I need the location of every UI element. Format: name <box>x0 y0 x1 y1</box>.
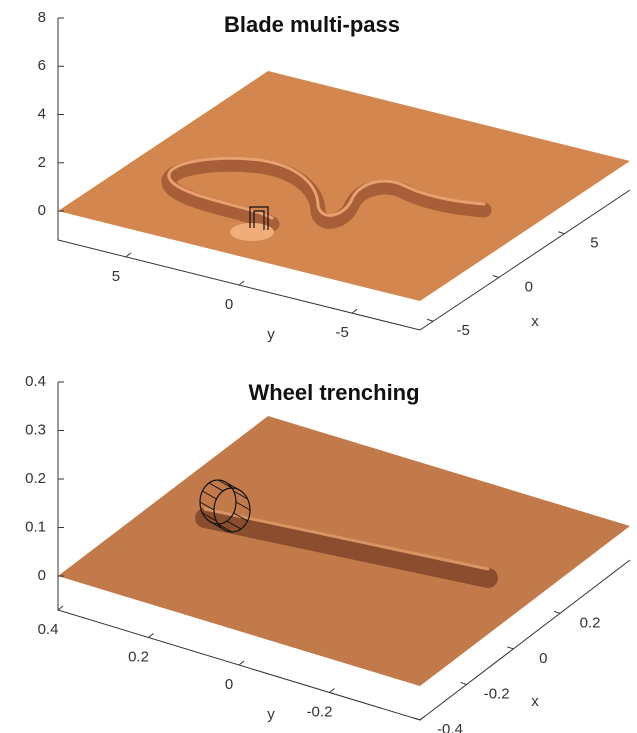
x-tick-label: 0 <box>539 650 547 667</box>
x-tick-label: 5 <box>590 235 598 252</box>
y-tick <box>239 281 244 285</box>
x-tick <box>461 682 467 684</box>
z-tick-label: 8 <box>38 9 46 26</box>
y-tick-label: 5 <box>112 268 120 285</box>
z-tick-label: 0 <box>38 567 46 584</box>
y-tick <box>149 634 154 638</box>
x-tick-label: 0.2 <box>580 614 601 631</box>
y-tick <box>58 606 63 610</box>
z-tick-label: 0.3 <box>25 421 46 438</box>
x-axis-label: x <box>531 693 539 710</box>
y-tick-label: -5 <box>335 324 348 341</box>
z-tick-label: 2 <box>38 154 46 171</box>
y-tick <box>126 253 131 257</box>
z-tick-label: 6 <box>38 57 46 74</box>
chart-title: Wheel trenching <box>248 380 419 405</box>
z-tick-label: 0.2 <box>25 470 46 487</box>
x-tick-label: -0.2 <box>484 685 510 702</box>
z-tick-label: 0.1 <box>25 519 46 536</box>
x-tick <box>558 232 564 234</box>
y-axis-label: y <box>267 326 275 343</box>
y-axis-label: y <box>267 706 275 723</box>
y-tick <box>352 309 357 313</box>
x-tick-label: -5 <box>456 322 469 339</box>
x-tick-label: 0 <box>525 278 533 295</box>
y-tick <box>420 716 425 720</box>
y-tick-label: 0.4 <box>38 621 59 638</box>
x-tick-label: -0.4 <box>437 721 463 733</box>
z-tick-label: 0 <box>38 202 46 219</box>
chart-title: Blade multi-pass <box>224 12 400 37</box>
axes-top: Blade multi-pass 0 2 4 6 8 5 0 -5 -5 0 5 y x <box>38 9 630 343</box>
y-tick <box>239 661 244 665</box>
x-tick <box>427 319 433 321</box>
z-tick-label: 0.4 <box>25 373 46 390</box>
x-tick <box>507 647 513 649</box>
y-tick <box>330 689 335 693</box>
y-tick-label: 0.2 <box>128 648 149 665</box>
z-tick-label: 4 <box>38 105 46 122</box>
surface <box>58 71 630 301</box>
y-tick-label: -0.2 <box>307 703 333 720</box>
x-tick <box>493 276 499 278</box>
figure: Blade multi-pass 0 2 4 6 8 5 0 -5 -5 0 5 y x Wheel t… <box>0 0 637 733</box>
y-tick-label: 0 <box>225 676 233 693</box>
axes-bottom: Wheel trenching 0 0.1 0.2 0.3 0.4 0.4 0.2 0 -0.2… <box>25 373 630 733</box>
x-tick <box>554 611 560 613</box>
x-axis-label: x <box>531 313 539 330</box>
x-tick <box>414 718 420 720</box>
y-tick-label: 0 <box>225 296 233 313</box>
